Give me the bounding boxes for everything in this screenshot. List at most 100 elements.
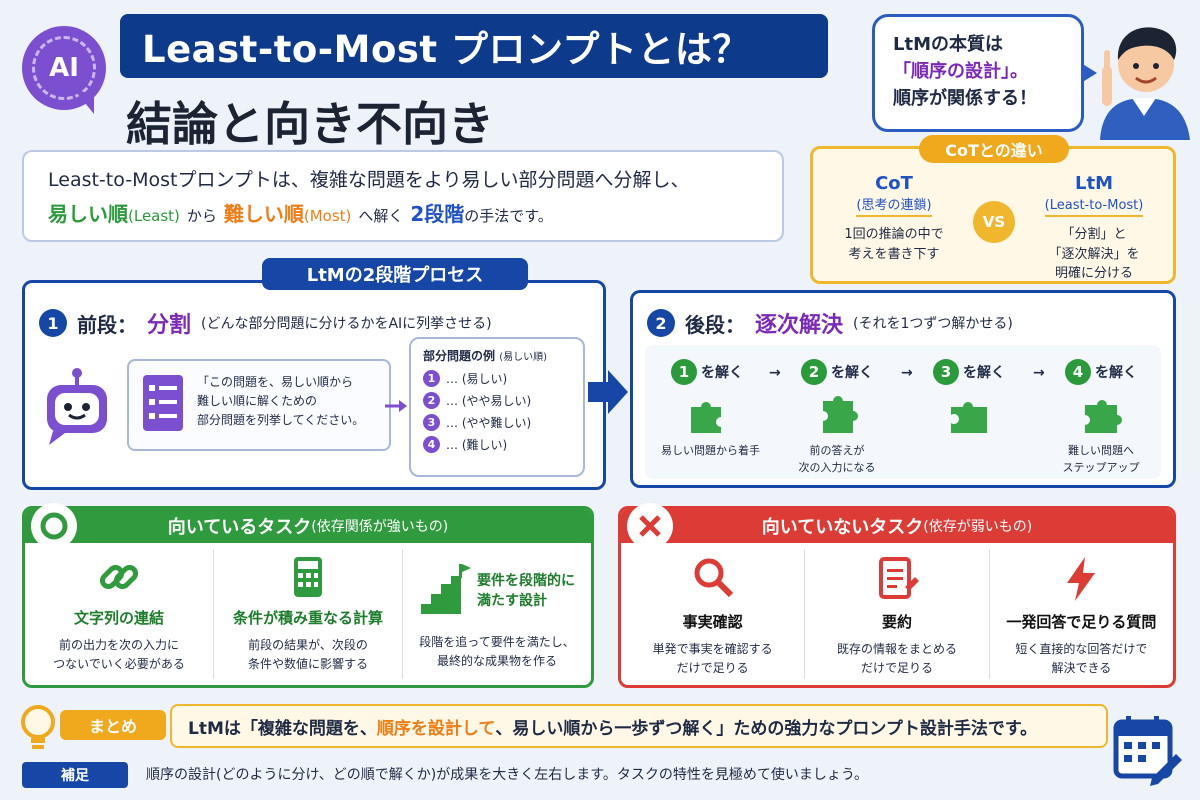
cot-left-sub: (思考の連鎖) xyxy=(856,194,932,217)
subproblem-title: 部分問題の例 (易しい順) xyxy=(423,347,571,364)
unsuitable-item-title: 一発回答で足りる質問 xyxy=(1006,613,1157,631)
phase-2-key: 逐次解決 xyxy=(755,313,844,338)
suitable-header: 向いているタスク (依存関係が強いもの) xyxy=(25,503,591,549)
arrow-right-icon xyxy=(385,400,407,412)
intro-two-steps: 2段階 xyxy=(410,202,465,227)
subproblem-number: 2 xyxy=(423,392,440,409)
page-title: Least-to-Most プロンプトとは？ xyxy=(142,28,750,71)
unsuitable-item-desc-2: 解決できる xyxy=(1051,661,1112,676)
cot-left-desc-2: 考えを書き下す xyxy=(848,246,940,262)
intro-he: へ解く xyxy=(358,207,404,226)
step-caption-2: 次の入力になる xyxy=(798,461,876,475)
cross-mark-icon xyxy=(627,503,673,549)
phase-1-number: 1 xyxy=(39,309,67,337)
puzzle-piece-icon xyxy=(951,402,987,433)
step-arrow-icon: → xyxy=(769,365,781,381)
intro-hard-en: (Most) xyxy=(303,207,352,226)
ai-badge-icon: AI xyxy=(22,26,106,114)
speech-bubble: LtMの本質は 「順序の設計」。 順序が関係する！ xyxy=(872,14,1097,132)
suitable-item-desc-2: つないでいく必要がある xyxy=(53,657,185,672)
unsuitable-item-desc-2: だけで足りる xyxy=(676,661,749,676)
phase-1-panel: 1 前段： 分割 (どんな部分問題に分けるかをAIに列挙させる) 「この問題を、… xyxy=(22,280,606,490)
phase-2-note: (それを1つずつ解かせる) xyxy=(853,316,1013,332)
subproblem-item: 3 … (やや難しい) xyxy=(423,414,571,431)
step-label: を解く xyxy=(963,365,1005,381)
suitable-tasks-panel: 向いているタスク (依存関係が強いもの) 文字列の連結 前の出力を次の入力に つな… xyxy=(22,503,594,688)
step-3: 3 を解く xyxy=(923,359,1015,441)
subproblem-text: … (易しい) xyxy=(446,372,508,386)
unsuitable-title: 向いていないタスク xyxy=(761,517,924,538)
step-label: を解く xyxy=(701,365,743,381)
step-2: 2 を解く 前の答えが 次の入力になる xyxy=(791,359,883,476)
step-caption: 難しい問題へ xyxy=(1068,444,1134,457)
suitable-item-desc-1: 前の出力を次の入力に xyxy=(58,638,179,652)
phase-2-panel: 2 後段： 逐次解決 (それを1つずつ解かせる) 1 を解く 易しい問題から着手 … xyxy=(630,290,1176,488)
title-banner: Least-to-Most プロンプトとは？ xyxy=(120,14,828,78)
vs-badge: VS xyxy=(973,201,1015,243)
subproblem-number: 4 xyxy=(423,436,440,453)
cot-right-desc-1: 「分割」と xyxy=(1061,227,1127,242)
checklist-document-icon xyxy=(143,375,183,431)
step-label: を解く xyxy=(831,365,873,381)
subproblem-list: 部分問題の例 (易しい順) 1 … (易しい) 2 … (やや易しい) 3 … (やや… xyxy=(409,337,585,477)
subproblem-title-note: (易しい順) xyxy=(499,352,548,363)
suitable-item-desc-1: 段階を追って要件を満たし、 xyxy=(419,635,575,649)
unsuitable-item-fact: 事実確認 単発で事実を確認する だけで足りる xyxy=(621,549,806,679)
intro-line-1: Least-to-Mostプロンプトは、複雑な問題をより易しい部分問題へ分解し、 xyxy=(48,169,690,191)
intro-easy-en: (Least) xyxy=(128,207,180,226)
unsuitable-tasks-panel: 向いていないタスク (依存が弱いもの) 事実確認 単発で事実を確認する だけで足り… xyxy=(618,503,1176,688)
step-number: 1 xyxy=(671,359,697,385)
calculator-icon xyxy=(294,557,322,597)
cot-left-column: CoT (思考の連鎖) 1回の推論の中で 考えを書き下す xyxy=(819,173,969,264)
unsuitable-note: (依存が弱いもの) xyxy=(923,519,1033,535)
intro-tail: の手法です。 xyxy=(464,207,553,226)
step-arrow-icon: → xyxy=(901,365,913,381)
unsuitable-item-summary: 要約 既存の情報をまとめる だけで足りる xyxy=(805,549,990,679)
subproblem-text: … (難しい) xyxy=(446,438,508,452)
prompt-line-2: 難しい順に解くための xyxy=(197,394,318,409)
supplement-text: 順序の設計(どのように分け、どの順で解くか)が成果を大きく左右します。タスクの特… xyxy=(146,767,868,783)
suitable-item-design: 要件を段階的に 満たす設計 段階を追って要件を満たし、 最終的な成果物を作る xyxy=(403,549,591,679)
subproblem-number: 3 xyxy=(423,414,440,431)
puzzle-piece-icon xyxy=(691,402,721,433)
unsuitable-item-desc-1: 短く直接的な回答だけで xyxy=(1015,642,1148,656)
supplement-label: 補足 xyxy=(22,762,128,788)
step-4: 4 を解く 難しい問題へ ステップアップ xyxy=(1055,359,1147,476)
intro-box: Least-to-Mostプロンプトは、複雑な問題をより易しい部分問題へ分解し、… xyxy=(22,150,784,242)
subproblem-title-text: 部分問題の例 xyxy=(423,349,496,363)
summary-pre: LtMは「複雑な問題を、 xyxy=(188,718,377,739)
subproblem-item: 2 … (やや易しい) xyxy=(423,392,571,409)
lightning-icon xyxy=(1067,557,1096,601)
phase-1-name: 前段： xyxy=(77,312,137,337)
subproblem-item: 1 … (易しい) xyxy=(423,370,571,387)
suitable-item-title: 条件が積み重なる計算 xyxy=(232,609,383,627)
subproblem-number: 1 xyxy=(423,370,440,387)
summary-post: 、易しい順から一歩ずつ解く」ための強力なプロンプト設計手法です。 xyxy=(495,718,1038,739)
speech-line-1: LtMの本質は xyxy=(893,34,1003,55)
suitable-item-title-1: 要件を段階的に xyxy=(477,573,575,590)
link-icon xyxy=(99,564,139,590)
subproblem-item: 4 … (難しい) xyxy=(423,436,571,453)
suitable-item-desc-2: 条件や数値に影響する xyxy=(247,657,368,672)
calendar-edit-icon xyxy=(1113,716,1182,786)
suitable-item-desc-2: 最終的な成果物を作る xyxy=(436,654,557,669)
prompt-card: 「この問題を、易しい順から 難しい順に解くための 部分問題を列挙してください。 xyxy=(127,359,391,451)
step-arrow-icon: → xyxy=(1033,365,1045,381)
step-label: を解く xyxy=(1095,365,1137,381)
cot-comparison-box: CoTとの違い CoT (思考の連鎖) 1回の推論の中で 考えを書き下す VS … xyxy=(810,135,1176,284)
person-pointing-icon xyxy=(1100,27,1190,140)
phase-2-name: 後段： xyxy=(685,312,745,337)
cot-right-desc-2: 「逐次解決」を xyxy=(1048,246,1140,262)
cot-left-desc-1: 1回の推論の中で xyxy=(844,227,944,242)
cot-right-desc: 「分割」と 「逐次解決」を 明確に分ける xyxy=(1019,225,1169,284)
unsuitable-item-desc-1: 単発で事実を確認する xyxy=(652,642,773,656)
intro-line-2: 易しい順(Least) から 難しい順(Most) へ解く 2段階の手法です。 xyxy=(48,197,758,232)
step-caption-2: ステップアップ xyxy=(1062,461,1140,475)
summary-box: LtMは「複雑な問題を、 順序を設計して 、易しい順から一歩ずつ解く」ための強力なプ… xyxy=(170,704,1108,748)
cot-right-desc-3: 明確に分ける xyxy=(1054,266,1133,281)
suitable-item-title: 文字列の連結 xyxy=(73,609,164,627)
suitable-item-desc-1: 前段の結果が、次段の xyxy=(248,638,368,652)
cot-right-sub: (Least-to-Most) xyxy=(1044,198,1144,217)
unsuitable-item-title: 事実確認 xyxy=(682,613,743,631)
process-label: LtMの2段階プロセス xyxy=(262,258,528,290)
